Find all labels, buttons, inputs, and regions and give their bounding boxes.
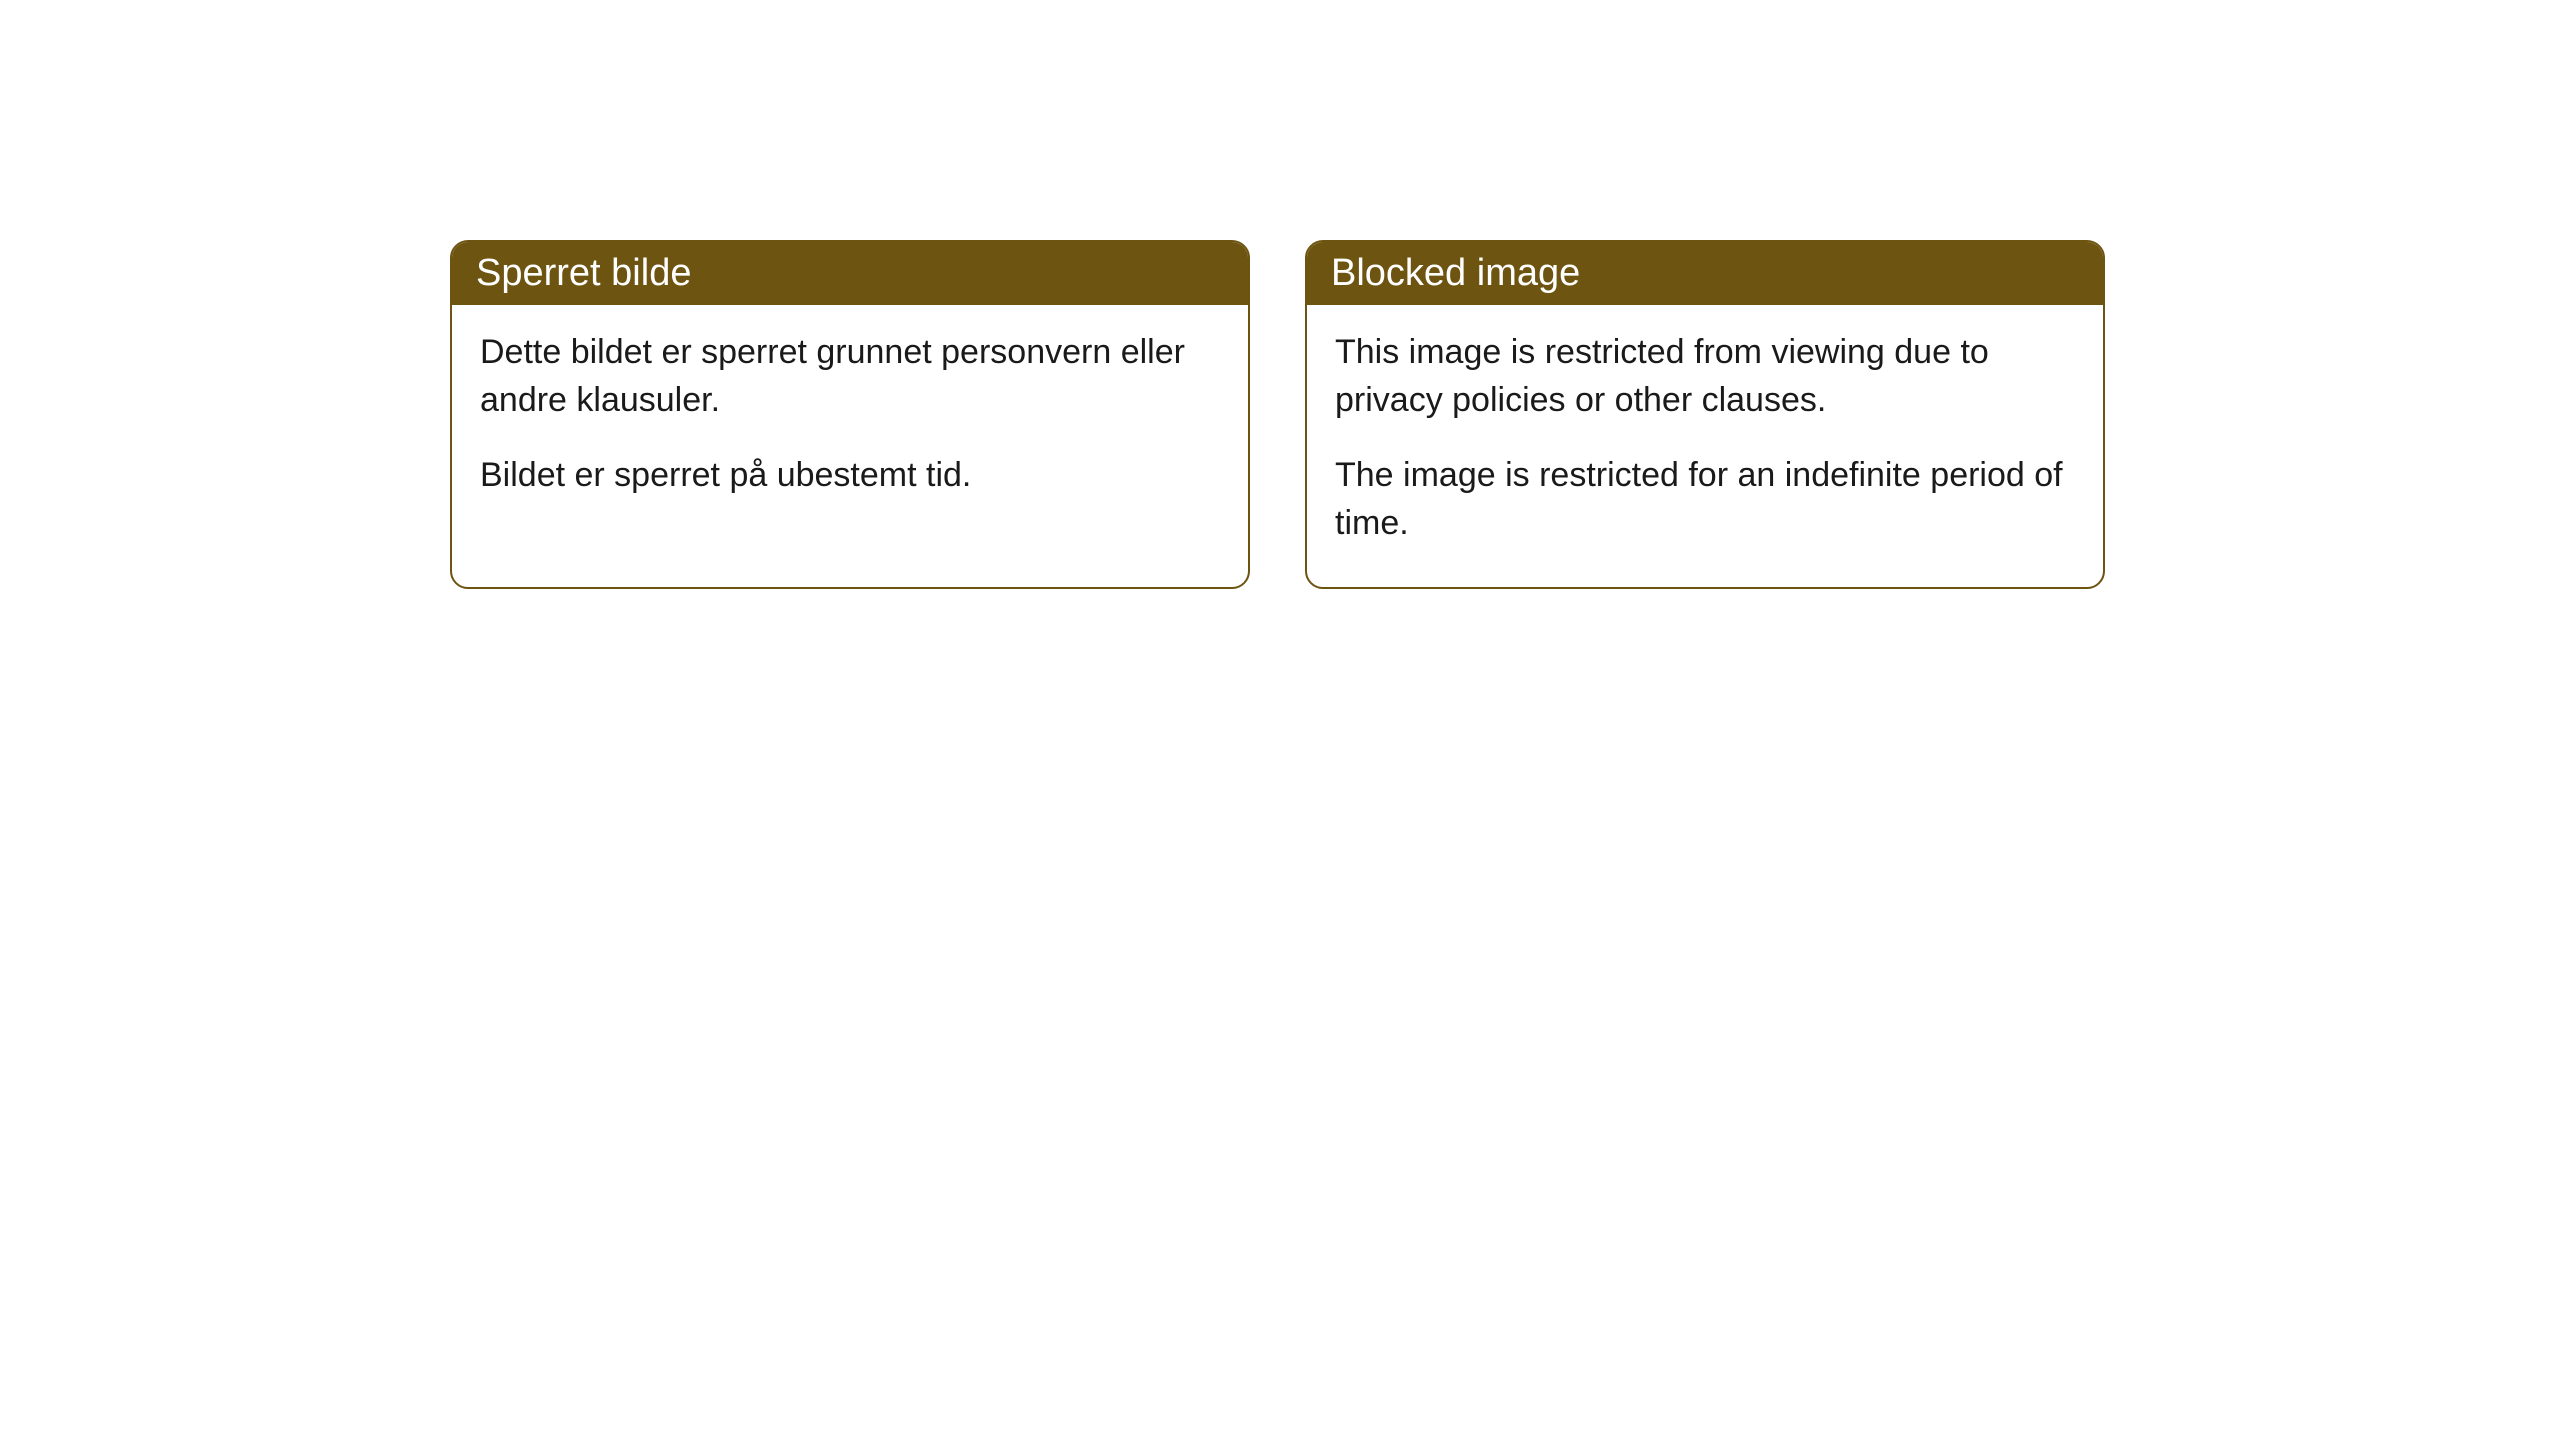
card-title-english: Blocked image [1331,252,1580,294]
card-paragraph-norwegian-1: Dette bildet er sperret grunnet personve… [480,329,1220,424]
card-header-english: Blocked image [1307,242,2103,305]
card-paragraph-english-2: The image is restricted for an indefinit… [1335,452,2075,547]
card-paragraph-norwegian-2: Bildet er sperret på ubestemt tid. [480,452,1220,500]
card-header-norwegian: Sperret bilde [452,242,1248,305]
card-body-english: This image is restricted from viewing du… [1307,305,2103,587]
card-paragraph-english-1: This image is restricted from viewing du… [1335,329,2075,424]
card-norwegian: Sperret bilde Dette bildet er sperret gr… [450,240,1250,589]
card-title-norwegian: Sperret bilde [476,252,691,294]
card-body-norwegian: Dette bildet er sperret grunnet personve… [452,305,1248,540]
cards-container: Sperret bilde Dette bildet er sperret gr… [450,240,2105,589]
card-english: Blocked image This image is restricted f… [1305,240,2105,589]
